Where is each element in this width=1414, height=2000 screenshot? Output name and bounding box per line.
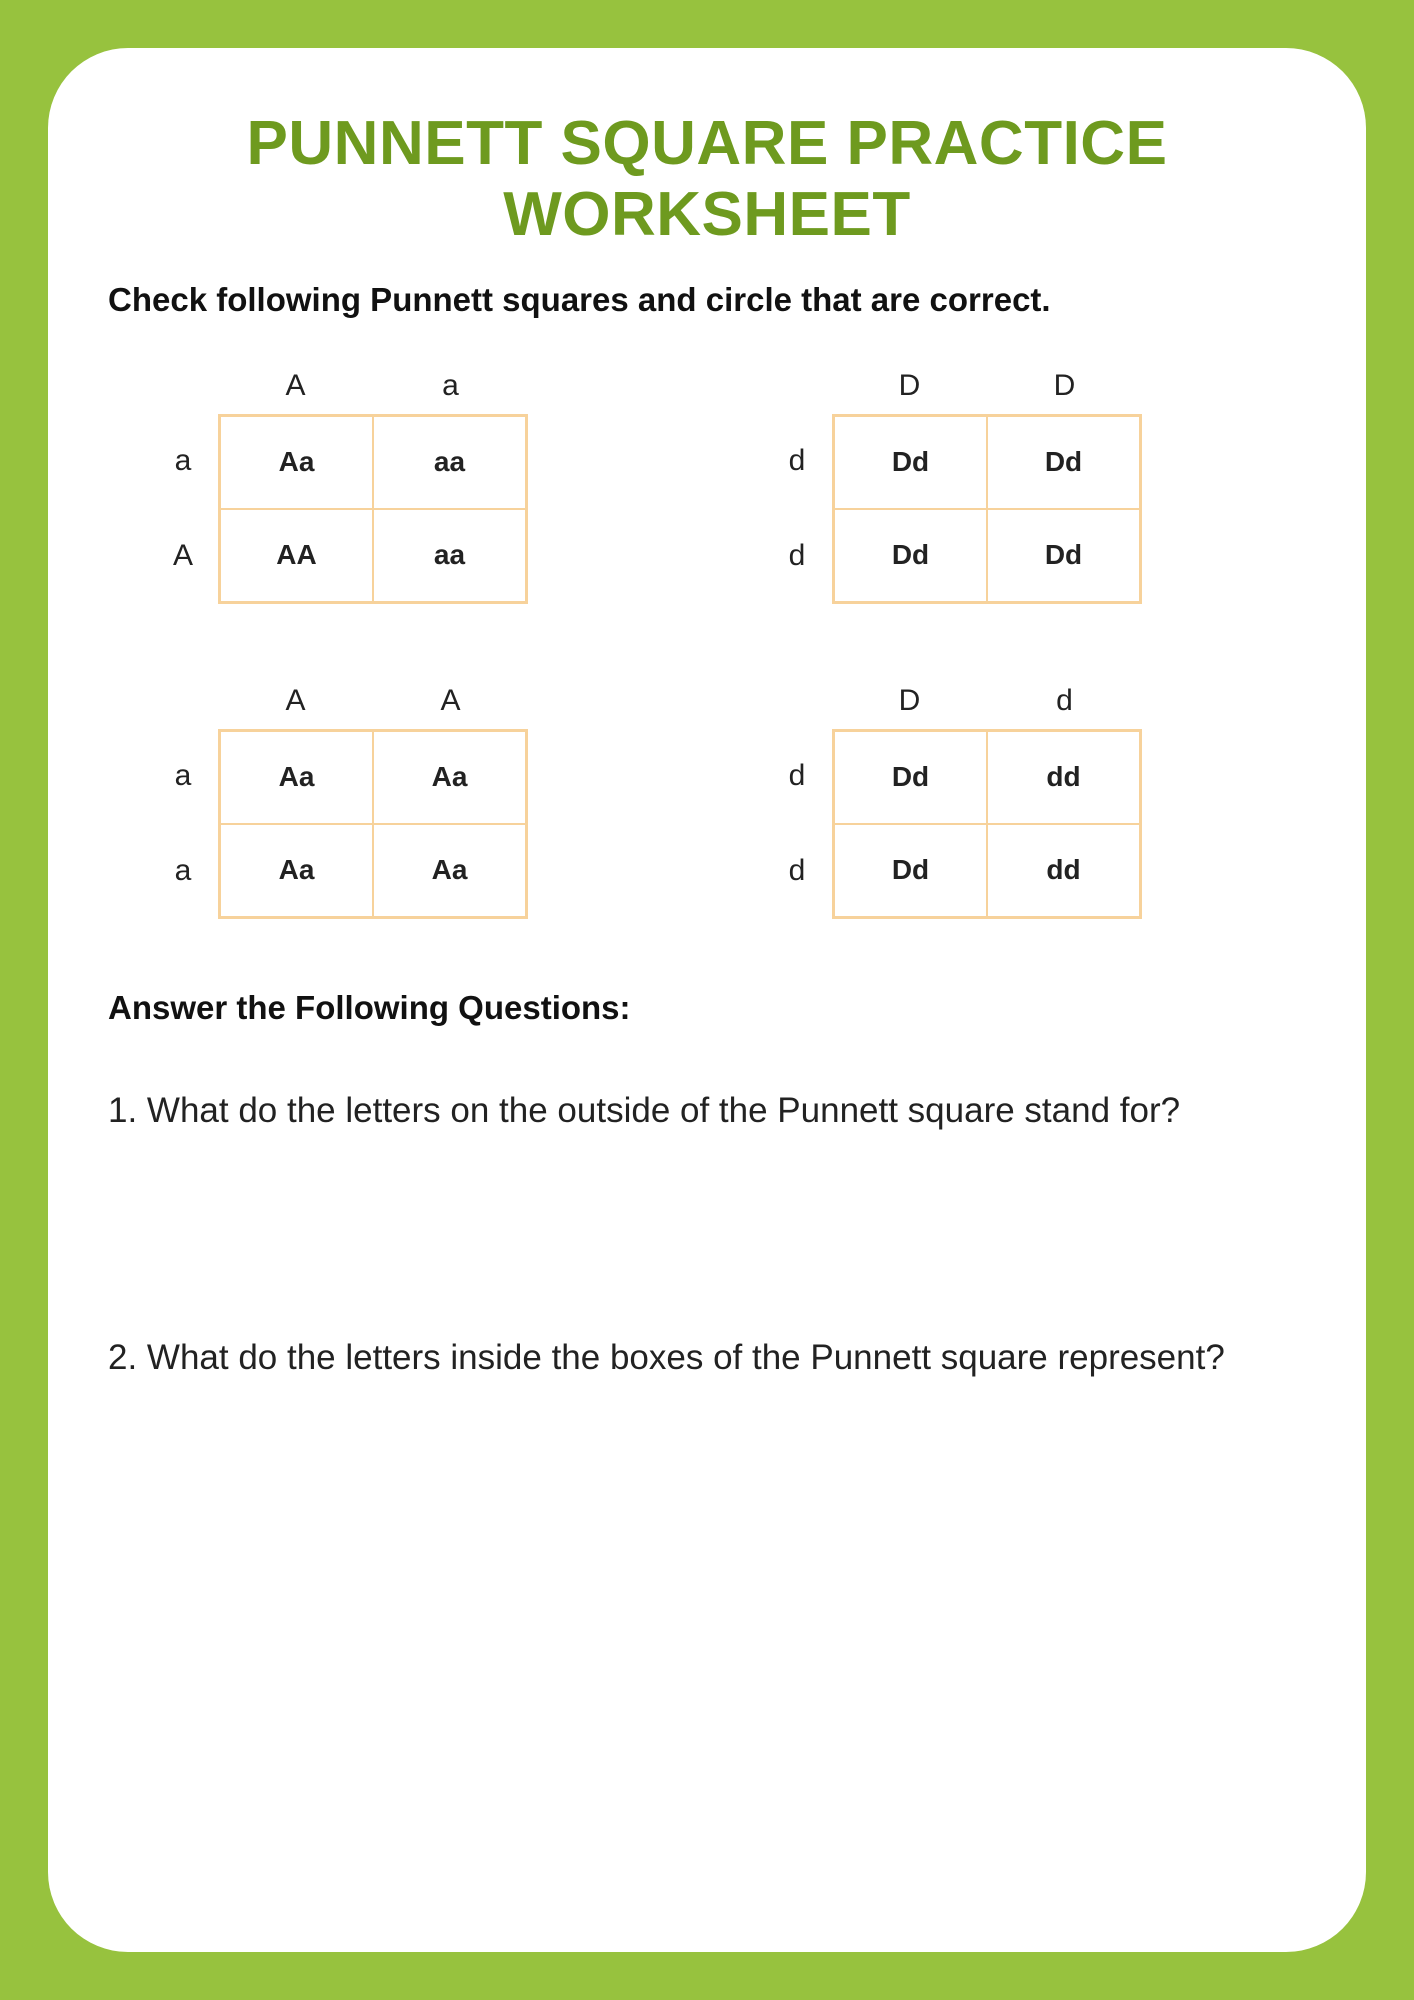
- ps-col-header: d: [1056, 684, 1073, 718]
- ps-cell: Dd: [987, 414, 1142, 509]
- ps-row-header: d: [789, 444, 806, 478]
- instruction-text: Check following Punnett squares and circ…: [108, 281, 1306, 319]
- ps-cell: Aa: [218, 824, 373, 919]
- ps-col-header: A: [440, 684, 460, 718]
- page-border: PUNNETT SQUARE PRACTICE WORKSHEET Check …: [0, 0, 1414, 2000]
- ps-cell: aa: [373, 509, 528, 604]
- punnett-square-2: D D d Dd Dd d Dd Dd: [762, 359, 1266, 604]
- punnett-grid-container: A a a Aa aa A AA aa D D d Dd Dd d Dd Dd: [148, 359, 1266, 919]
- ps-cell: Aa: [373, 729, 528, 824]
- ps-cell: Dd: [832, 509, 987, 604]
- ps-cell: dd: [987, 824, 1142, 919]
- ps-col-header: D: [1054, 369, 1076, 403]
- ps-row-header: a: [175, 444, 192, 478]
- ps-row-header: a: [175, 854, 192, 888]
- ps-row-header: d: [789, 759, 806, 793]
- ps-cell: Aa: [218, 414, 373, 509]
- question-2: 2. What do the letters inside the boxes …: [108, 1334, 1306, 1381]
- questions-heading: Answer the Following Questions:: [108, 989, 1306, 1027]
- ps-col-header: A: [285, 684, 305, 718]
- page-title: PUNNETT SQUARE PRACTICE WORKSHEET: [108, 108, 1306, 251]
- ps-cell: Aa: [218, 729, 373, 824]
- ps-cell: Dd: [832, 729, 987, 824]
- ps-row-header: A: [173, 539, 193, 573]
- ps-cell: aa: [373, 414, 528, 509]
- punnett-square-4: D d d Dd dd d Dd dd: [762, 674, 1266, 919]
- ps-cell: Aa: [373, 824, 528, 919]
- ps-cell: Dd: [832, 824, 987, 919]
- ps-col-header: D: [899, 684, 921, 718]
- worksheet-page: PUNNETT SQUARE PRACTICE WORKSHEET Check …: [48, 48, 1366, 1952]
- ps-cell: Dd: [832, 414, 987, 509]
- ps-cell: AA: [218, 509, 373, 604]
- ps-cell: dd: [987, 729, 1142, 824]
- ps-row-header: d: [789, 539, 806, 573]
- ps-row-header: a: [175, 759, 192, 793]
- ps-col-header: A: [285, 369, 305, 403]
- ps-col-header: D: [899, 369, 921, 403]
- question-1: 1. What do the letters on the outside of…: [108, 1087, 1306, 1134]
- ps-cell: Dd: [987, 509, 1142, 604]
- punnett-square-3: A A a Aa Aa a Aa Aa: [148, 674, 652, 919]
- ps-col-header: a: [442, 369, 459, 403]
- punnett-square-1: A a a Aa aa A AA aa: [148, 359, 652, 604]
- ps-row-header: d: [789, 854, 806, 888]
